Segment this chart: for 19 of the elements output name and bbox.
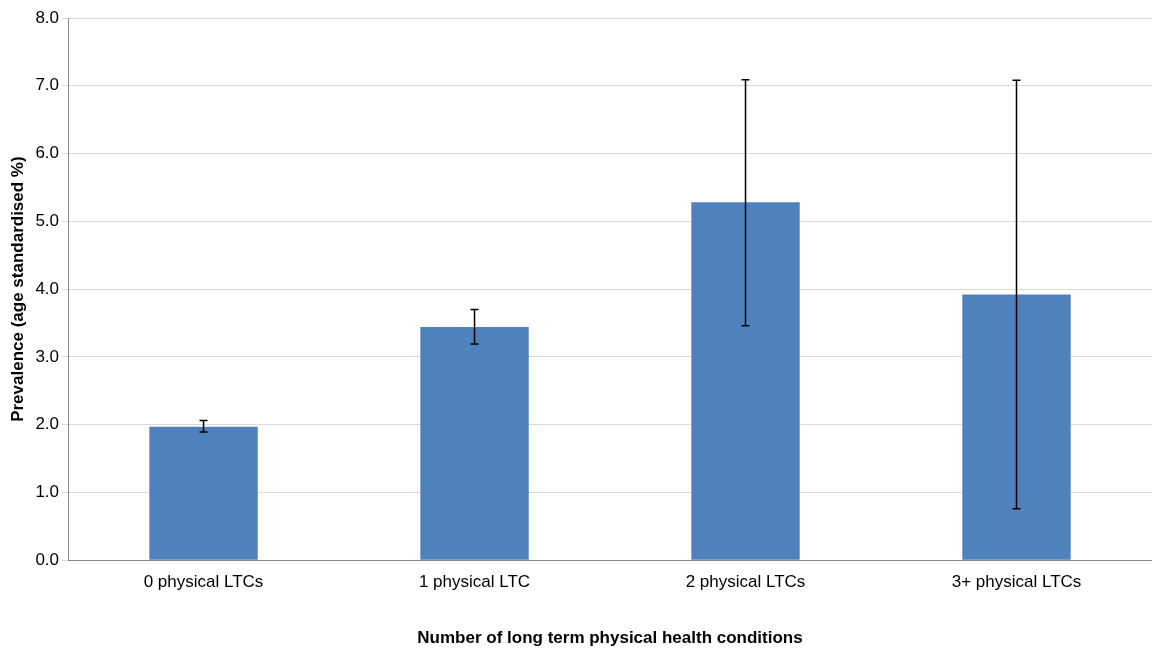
bar	[149, 426, 258, 560]
y-tick-label: 1.0	[35, 482, 60, 502]
x-tick-label: 2 physical LTCs	[685, 572, 806, 592]
x-axis-title: Number of long term physical health conditions	[417, 628, 803, 648]
x-tick-label: 3+ physical LTCs	[951, 572, 1082, 592]
y-axis-title: Prevalence (age standardised %)	[7, 156, 27, 422]
y-tick-label: 6.0	[35, 143, 60, 163]
y-tick-label: 5.0	[35, 211, 60, 231]
y-tick-label: 8.0	[35, 7, 60, 27]
y-tick-label: 7.0	[35, 75, 60, 95]
y-tick-label: 0.0	[35, 549, 60, 569]
bar	[962, 294, 1071, 560]
y-tick-label: 2.0	[35, 414, 60, 434]
y-tick-label: 4.0	[35, 278, 60, 298]
y-tick-label: 3.0	[35, 346, 60, 366]
x-tick-label: 0 physical LTCs	[143, 572, 264, 592]
bar	[420, 327, 529, 560]
x-tick-label: 1 physical LTC	[418, 572, 531, 592]
bar	[691, 202, 800, 560]
